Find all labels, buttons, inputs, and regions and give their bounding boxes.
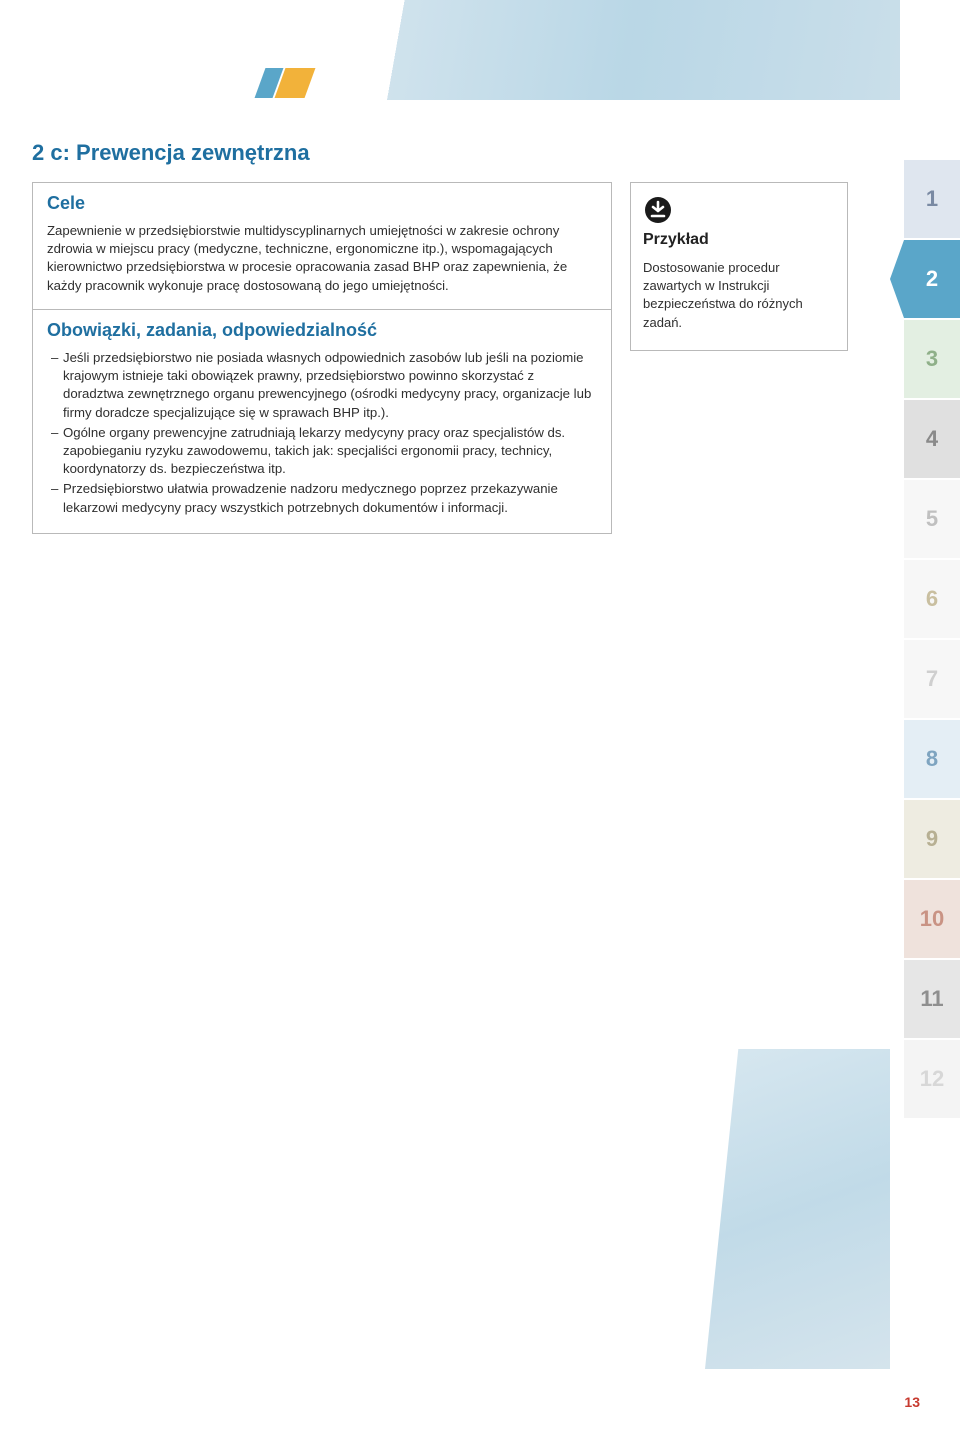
example-text: Dostosowanie procedur zawartych w Instru…: [643, 259, 835, 332]
chapter-tab-8[interactable]: 8: [904, 720, 960, 798]
obowiazki-heading: Obowiązki, zadania, odpowiedzialność: [47, 320, 597, 341]
chapter-tab-1[interactable]: 1: [904, 160, 960, 238]
side-column: Przykład Dostosowanie procedur zawartych…: [630, 182, 848, 351]
list-item: Przedsiębiorstwo ułatwia prowadzenie nad…: [51, 480, 597, 516]
cele-text: Zapewnienie w przedsiębiorstwie multidys…: [47, 222, 597, 295]
section-title: 2 c: Prewencja zewnętrzna: [32, 140, 920, 166]
obowiazki-list: Jeśli przedsiębiorstwo nie posiada własn…: [47, 349, 597, 517]
chapter-tab-9[interactable]: 9: [904, 800, 960, 878]
list-item: Jeśli przedsiębiorstwo nie posiada własn…: [51, 349, 597, 422]
content-row: Cele Zapewnienie w przedsiębiorstwie mul…: [32, 182, 920, 534]
chapter-tab-3[interactable]: 3: [904, 320, 960, 398]
page-number: 13: [904, 1394, 920, 1410]
example-box: Przykład Dostosowanie procedur zawartych…: [630, 182, 848, 351]
list-item: Ogólne organy prewencyjne zatrudniają le…: [51, 424, 597, 479]
chapter-tab-6[interactable]: 6: [904, 560, 960, 638]
chapter-tab-11[interactable]: 11: [904, 960, 960, 1038]
chapter-tab-5[interactable]: 5: [904, 480, 960, 558]
cele-heading: Cele: [47, 193, 597, 214]
header-banner-image: [360, 0, 900, 100]
page-content: 2 c: Prewencja zewnętrzna Cele Zapewnien…: [0, 140, 960, 534]
example-heading: Przykład: [643, 231, 835, 249]
chapter-tab-2[interactable]: 2: [904, 240, 960, 318]
chapter-tab-4[interactable]: 4: [904, 400, 960, 478]
chapter-tab-10[interactable]: 10: [904, 880, 960, 958]
footer-decorative-image: [705, 1049, 890, 1369]
cele-box: Cele Zapewnienie w przedsiębiorstwie mul…: [32, 182, 612, 310]
chapter-tab-7[interactable]: 7: [904, 640, 960, 718]
chapter-tab-12[interactable]: 12: [904, 1040, 960, 1118]
chapter-tabs: 123456789101112: [904, 160, 960, 1120]
obowiazki-box: Obowiązki, zadania, odpowiedzialność Jeś…: [32, 310, 612, 534]
main-column: Cele Zapewnienie w przedsiębiorstwie mul…: [32, 182, 612, 534]
download-circle-icon: [643, 195, 673, 225]
